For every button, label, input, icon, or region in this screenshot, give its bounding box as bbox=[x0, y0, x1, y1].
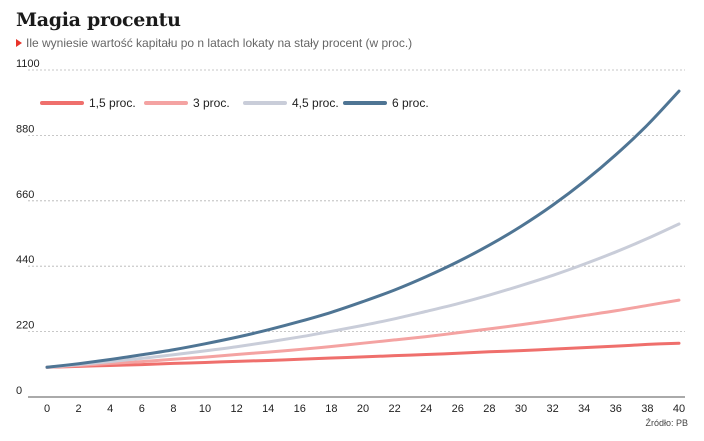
series-line-3 bbox=[45, 222, 681, 369]
y-tick-label: 1100 bbox=[16, 58, 40, 70]
series-line-4 bbox=[45, 89, 681, 369]
x-tick-label: 16 bbox=[294, 403, 306, 415]
legend-label: 4,5 proc. bbox=[292, 96, 339, 110]
x-tick-label: 28 bbox=[483, 403, 495, 415]
x-tick-label: 38 bbox=[641, 403, 653, 415]
y-tick-label: 440 bbox=[16, 254, 34, 266]
series-lines bbox=[45, 89, 681, 369]
legend-label: 3 proc. bbox=[193, 96, 230, 110]
x-tick-label: 26 bbox=[452, 403, 464, 415]
x-tick-label: 24 bbox=[420, 403, 432, 415]
x-tick-label: 18 bbox=[325, 403, 337, 415]
series-line-1 bbox=[45, 341, 681, 369]
y-tick-label: 0 bbox=[16, 385, 22, 397]
x-tick-label: 14 bbox=[262, 403, 274, 415]
x-tick-label: 30 bbox=[515, 403, 527, 415]
x-tick-label: 0 bbox=[44, 403, 50, 415]
legend: 1,5 proc. 3 proc. 4,5 proc. 6 proc. bbox=[40, 96, 429, 110]
legend-label: 6 proc. bbox=[392, 96, 429, 110]
x-tick-label: 8 bbox=[170, 403, 176, 415]
x-tick-label: 20 bbox=[357, 403, 369, 415]
chart-title: Magia procentu bbox=[16, 9, 181, 31]
x-tick-label: 10 bbox=[199, 403, 211, 415]
x-tick-label: 6 bbox=[139, 403, 145, 415]
x-tick-label: 40 bbox=[673, 403, 685, 415]
x-tick-label: 32 bbox=[546, 403, 558, 415]
series-line-2 bbox=[45, 298, 681, 369]
x-tick-label: 2 bbox=[76, 403, 82, 415]
x-tick-label: 12 bbox=[230, 403, 242, 415]
x-tick-label: 4 bbox=[107, 403, 113, 415]
x-tick-label: 36 bbox=[610, 403, 622, 415]
chart-subtitle: Ile wyniesie wartość kapitału po n latac… bbox=[16, 36, 412, 50]
y-tick-label: 660 bbox=[16, 189, 34, 201]
legend-label: 1,5 proc. bbox=[89, 96, 136, 110]
x-tick-label: 22 bbox=[388, 403, 400, 415]
source-note: Źródło: PB bbox=[645, 418, 688, 428]
grid-lines bbox=[28, 69, 685, 333]
triangle-marker-icon bbox=[16, 39, 22, 47]
y-tick-label: 880 bbox=[16, 123, 34, 135]
y-tick-label: 220 bbox=[16, 320, 34, 332]
x-tick-label: 34 bbox=[578, 403, 590, 415]
subtitle-text: Ile wyniesie wartość kapitału po n latac… bbox=[26, 36, 413, 50]
